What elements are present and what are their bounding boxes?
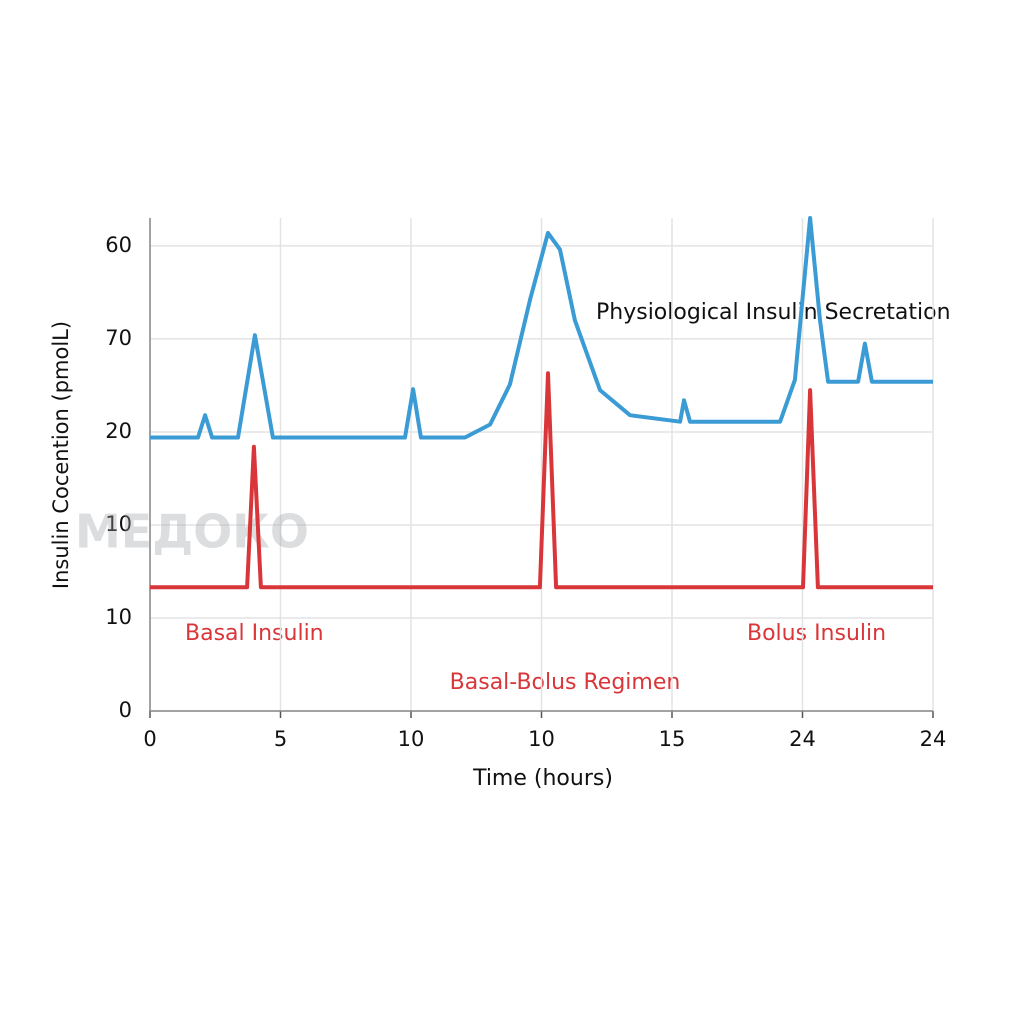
y-tick-label: 60: [105, 233, 132, 257]
y-tick-label: 70: [105, 326, 132, 350]
series-line: [150, 216, 933, 440]
series-annotation: Basal-Bolus Regimen: [450, 670, 681, 695]
x-tick-label: 24: [920, 727, 947, 751]
x-tick-label: 10: [528, 727, 555, 751]
y-axis-label: Insulin Cocention (pmolL): [49, 321, 73, 589]
y-tick-label: 20: [105, 419, 132, 443]
x-tick-label: 10: [398, 727, 425, 751]
series-annotation: Physiological Insulin Secretation: [596, 300, 951, 325]
y-tick-label: 10: [105, 512, 132, 536]
x-axis-label: Time (hours): [472, 766, 613, 791]
x-tick-label: 5: [274, 727, 287, 751]
series-line: [150, 371, 933, 590]
x-tick-label: 24: [789, 727, 816, 751]
annotation: Bolus Insulin: [747, 621, 886, 646]
annotation: Basal Insulin: [185, 621, 324, 646]
y-tick-label: 10: [105, 605, 132, 629]
watermark: МЕДОКО: [75, 505, 309, 559]
y-tick-label: 0: [119, 698, 132, 722]
x-tick-label: 0: [143, 727, 156, 751]
x-tick-label: 15: [659, 727, 686, 751]
